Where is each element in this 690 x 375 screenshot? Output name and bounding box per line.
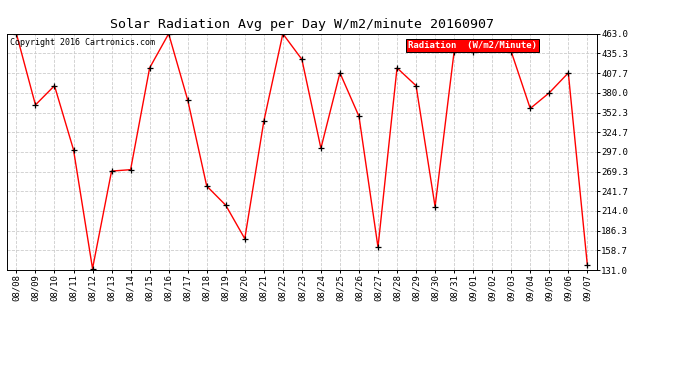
Text: Copyright 2016 Cartronics.com: Copyright 2016 Cartronics.com	[10, 39, 155, 48]
Text: Radiation  (W/m2/Minute): Radiation (W/m2/Minute)	[408, 41, 537, 50]
Title: Solar Radiation Avg per Day W/m2/minute 20160907: Solar Radiation Avg per Day W/m2/minute …	[110, 18, 494, 31]
